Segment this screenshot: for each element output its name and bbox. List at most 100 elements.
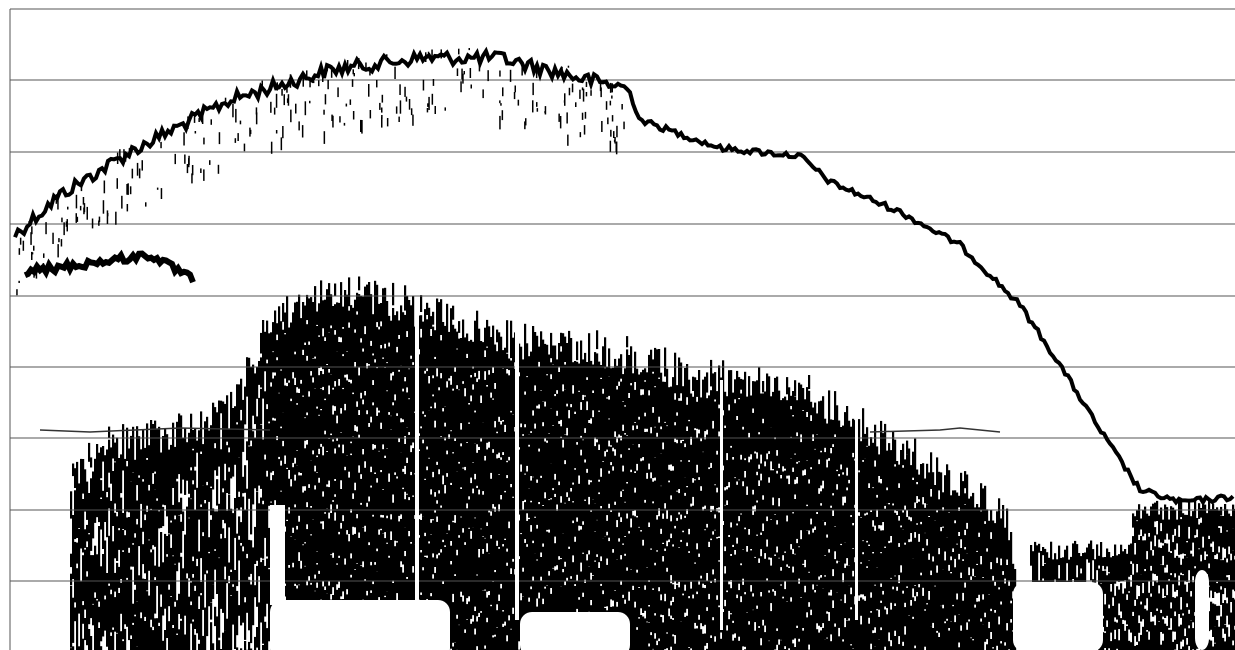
- speckle: [284, 94, 286, 105]
- echo-streak: [678, 548, 680, 582]
- echo-streak: [692, 483, 694, 497]
- echo-streak: [702, 452, 704, 507]
- echo-streak: [556, 416, 558, 505]
- echo-streak: [352, 394, 354, 436]
- echo-streak: [550, 333, 552, 358]
- echo-streak: [916, 525, 918, 592]
- echo-streak: [382, 518, 384, 534]
- echo-streak: [588, 566, 590, 612]
- echo-streak: [850, 427, 852, 515]
- echo-streak: [74, 608, 76, 622]
- echo-streak: [968, 621, 970, 650]
- echo-streak: [846, 566, 848, 620]
- echo-streak: [462, 320, 464, 382]
- echo-streak: [190, 470, 192, 498]
- echo-streak: [372, 450, 374, 515]
- echo-streak: [122, 641, 124, 650]
- echo-streak: [1230, 516, 1232, 554]
- echo-streak: [572, 523, 574, 555]
- speckle: [28, 221, 30, 225]
- speckle: [460, 81, 462, 92]
- gap: [270, 600, 450, 650]
- echo-streak: [484, 591, 486, 646]
- echo-streak: [882, 530, 884, 591]
- echo-streak: [304, 418, 306, 441]
- echo-streak: [450, 385, 452, 431]
- echo-streak: [1000, 643, 1002, 650]
- echo-streak: [1174, 577, 1176, 591]
- echo-streak: [834, 559, 836, 623]
- echo-streak: [84, 529, 86, 548]
- echo-streak: [716, 492, 718, 508]
- echo-streak: [532, 326, 534, 410]
- echo-streak: [554, 543, 556, 566]
- echo-streak: [488, 375, 490, 442]
- echo-streak: [824, 452, 826, 522]
- echo-streak: [618, 438, 620, 513]
- speckle: [584, 125, 586, 135]
- echo-streak: [146, 591, 148, 650]
- echo-streak: [370, 422, 372, 466]
- speckle: [192, 165, 194, 175]
- echo-streak: [846, 620, 848, 650]
- speckle: [142, 160, 144, 170]
- echo-streak: [708, 469, 710, 542]
- echo-streak: [294, 385, 296, 458]
- echo-streak: [256, 492, 258, 561]
- echo-streak: [626, 336, 628, 347]
- echo-streak: [402, 391, 404, 419]
- echo-streak: [664, 551, 666, 594]
- speckle: [198, 118, 200, 122]
- echo-streak: [426, 303, 428, 315]
- speckle: [567, 135, 569, 146]
- echo-streak: [1218, 552, 1220, 592]
- echo-streak: [772, 470, 774, 497]
- echo-streak: [292, 312, 294, 372]
- echo-streak: [342, 356, 344, 388]
- echo-streak: [144, 621, 146, 650]
- echo-streak: [792, 554, 794, 567]
- echo-streak: [328, 519, 330, 582]
- echo-streak: [1140, 519, 1142, 530]
- echo-streak: [1126, 600, 1128, 625]
- echo-streak: [288, 514, 290, 566]
- echo-streak: [482, 554, 484, 590]
- echo-streak: [1132, 536, 1134, 564]
- echo-streak: [1206, 513, 1208, 554]
- echo-streak: [420, 315, 422, 329]
- echo-streak: [916, 484, 918, 496]
- echo-streak: [902, 594, 904, 642]
- echo-streak: [230, 572, 232, 595]
- echo-streak: [554, 396, 556, 474]
- echo-streak: [340, 529, 342, 597]
- echo-streak: [790, 550, 792, 598]
- echo-streak: [670, 521, 672, 533]
- echo-streak: [158, 511, 160, 528]
- echo-streak: [1220, 507, 1222, 515]
- echo-streak: [1046, 552, 1048, 584]
- echo-streak: [406, 296, 408, 331]
- echo-streak: [704, 377, 706, 431]
- echo-streak: [770, 611, 772, 650]
- echo-streak: [314, 359, 316, 389]
- echo-streak: [462, 384, 464, 468]
- echo-streak: [1132, 513, 1134, 527]
- echo-streak: [620, 458, 622, 492]
- echo-streak: [828, 553, 830, 593]
- echo-streak: [412, 573, 414, 604]
- speckle: [612, 83, 614, 92]
- echo-streak: [1208, 502, 1210, 536]
- speckle: [344, 123, 346, 126]
- echo-streak: [244, 641, 246, 650]
- echo-streak: [1214, 559, 1216, 592]
- speckle: [376, 80, 378, 88]
- echo-streak: [316, 409, 318, 456]
- echo-streak: [788, 568, 790, 648]
- echo-streak: [536, 561, 538, 599]
- echo-streak: [1158, 515, 1160, 540]
- echo-streak: [114, 462, 116, 503]
- echo-streak: [688, 421, 690, 460]
- speckle: [194, 117, 196, 123]
- echo-streak: [760, 645, 762, 650]
- echo-streak: [424, 536, 426, 556]
